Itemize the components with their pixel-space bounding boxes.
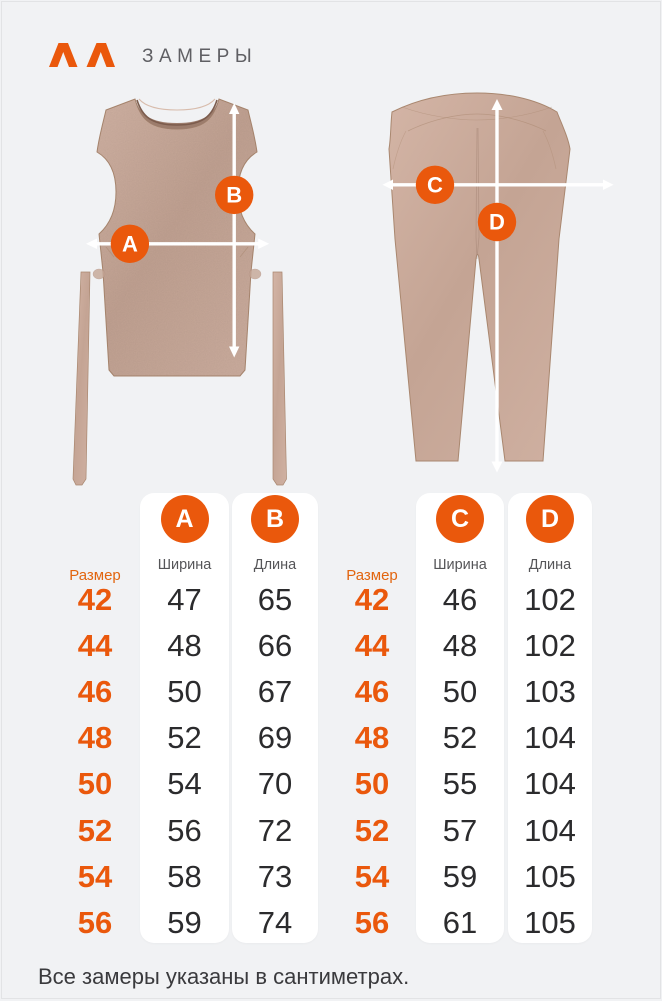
svg-text:D: D	[489, 210, 505, 235]
svg-text:B: B	[226, 182, 242, 207]
svg-text:A: A	[122, 231, 138, 256]
svg-text:C: C	[427, 172, 443, 197]
